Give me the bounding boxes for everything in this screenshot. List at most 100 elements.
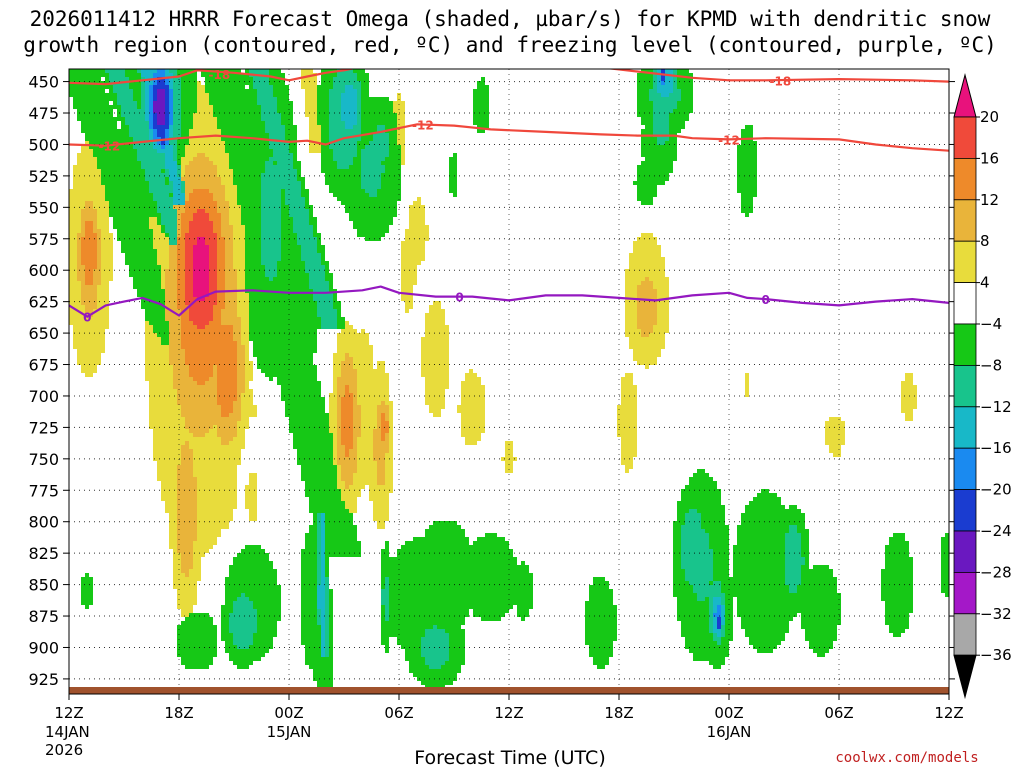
omega-cell bbox=[209, 285, 217, 289]
omega-cell bbox=[797, 589, 837, 593]
omega-cell bbox=[77, 109, 113, 113]
omega-cell bbox=[685, 637, 713, 641]
omega-cell bbox=[657, 313, 669, 317]
omega-cell bbox=[345, 357, 353, 361]
omega-cell bbox=[381, 421, 389, 425]
colorbar-tick-label: −12 bbox=[980, 398, 1012, 416]
omega-cell bbox=[885, 553, 909, 557]
omega-cell bbox=[173, 373, 189, 377]
omega-cell bbox=[653, 281, 669, 285]
omega-cell bbox=[625, 305, 637, 309]
omega-cell bbox=[317, 309, 337, 313]
omega-cell bbox=[381, 549, 389, 553]
omega-cell bbox=[301, 465, 337, 469]
omega-cell bbox=[325, 629, 329, 633]
omega-cell bbox=[653, 77, 657, 81]
omega-cell bbox=[589, 593, 613, 597]
omega-cell bbox=[449, 637, 465, 641]
credit-link[interactable]: coolwx.com/models bbox=[835, 750, 978, 766]
omega-cell bbox=[337, 437, 341, 441]
omega-cell bbox=[421, 645, 449, 649]
omega-cell bbox=[357, 441, 373, 445]
omega-cell bbox=[85, 221, 93, 225]
omega-cell bbox=[73, 329, 105, 333]
omega-cell bbox=[901, 385, 917, 389]
omega-cell bbox=[329, 89, 345, 93]
omega-cell bbox=[353, 221, 393, 225]
omega-cell bbox=[325, 581, 329, 585]
omega-cell bbox=[169, 233, 177, 237]
omega-cell bbox=[153, 93, 157, 97]
omega-cell bbox=[473, 97, 489, 101]
omega-cell bbox=[169, 125, 173, 129]
omega-cell bbox=[825, 421, 845, 425]
omega-cell bbox=[273, 277, 309, 281]
omega-cell bbox=[341, 405, 353, 409]
omega-cell bbox=[213, 229, 221, 233]
colorbar-band bbox=[953, 447, 977, 491]
omega-cell bbox=[353, 69, 365, 73]
omega-cell bbox=[121, 125, 129, 129]
omega-cell bbox=[801, 553, 809, 557]
omega-cell bbox=[677, 505, 725, 509]
omega-cell bbox=[749, 641, 781, 645]
omega-cell bbox=[433, 413, 441, 417]
omega-cell bbox=[177, 397, 217, 401]
dgz-contour-label: -18 bbox=[769, 74, 791, 88]
omega-cell bbox=[681, 621, 709, 625]
omega-cell bbox=[81, 249, 97, 253]
omega-cell bbox=[157, 261, 169, 265]
omega-cell bbox=[349, 449, 357, 453]
omega-cell bbox=[361, 329, 365, 333]
omega-cell bbox=[101, 257, 113, 261]
omega-cell bbox=[265, 121, 281, 125]
omega-cell bbox=[745, 385, 749, 389]
omega-cell bbox=[625, 285, 637, 289]
omega-cell bbox=[717, 617, 721, 621]
omega-cell bbox=[301, 609, 317, 613]
omega-cell bbox=[321, 541, 325, 545]
omega-cell bbox=[585, 601, 613, 605]
omega-cell bbox=[381, 593, 389, 597]
omega-cell bbox=[181, 565, 193, 569]
omega-cell bbox=[673, 109, 693, 113]
omega-cell bbox=[353, 357, 373, 361]
omega-cell bbox=[657, 85, 673, 89]
omega-cell bbox=[305, 261, 321, 265]
omega-cell bbox=[345, 125, 353, 129]
omega-cell bbox=[317, 613, 321, 617]
omega-cell bbox=[149, 93, 153, 97]
omega-cell bbox=[629, 265, 665, 269]
omega-cell bbox=[261, 109, 277, 113]
omega-cell bbox=[745, 125, 753, 129]
omega-cell bbox=[69, 285, 81, 289]
omega-cell bbox=[277, 261, 305, 265]
omega-cell bbox=[317, 517, 321, 521]
omega-cell bbox=[301, 621, 317, 625]
omega-cell bbox=[721, 581, 785, 585]
omega-cell bbox=[377, 417, 381, 421]
omega-cell bbox=[825, 429, 845, 433]
omega-cell bbox=[217, 165, 229, 169]
omega-cell bbox=[181, 553, 193, 557]
omega-cell bbox=[681, 89, 693, 93]
omega-cell bbox=[677, 601, 709, 605]
omega-cell bbox=[353, 481, 377, 485]
omega-cell bbox=[125, 69, 137, 73]
omega-cell bbox=[209, 321, 221, 325]
omega-cell bbox=[321, 613, 325, 617]
omega-cell bbox=[337, 321, 345, 325]
omega-cell bbox=[149, 397, 177, 401]
omega-cell bbox=[465, 437, 481, 441]
omega-cell bbox=[329, 589, 333, 593]
omega-cell bbox=[721, 605, 725, 609]
omega-cell bbox=[721, 625, 725, 629]
omega-cell bbox=[637, 173, 669, 177]
omega-cell bbox=[321, 141, 329, 145]
omega-cell bbox=[165, 81, 169, 85]
omega-cell bbox=[317, 85, 333, 89]
omega-cell bbox=[325, 589, 329, 593]
omega-cell bbox=[169, 545, 177, 549]
omega-cell bbox=[93, 273, 101, 277]
omega-cell bbox=[585, 613, 617, 617]
